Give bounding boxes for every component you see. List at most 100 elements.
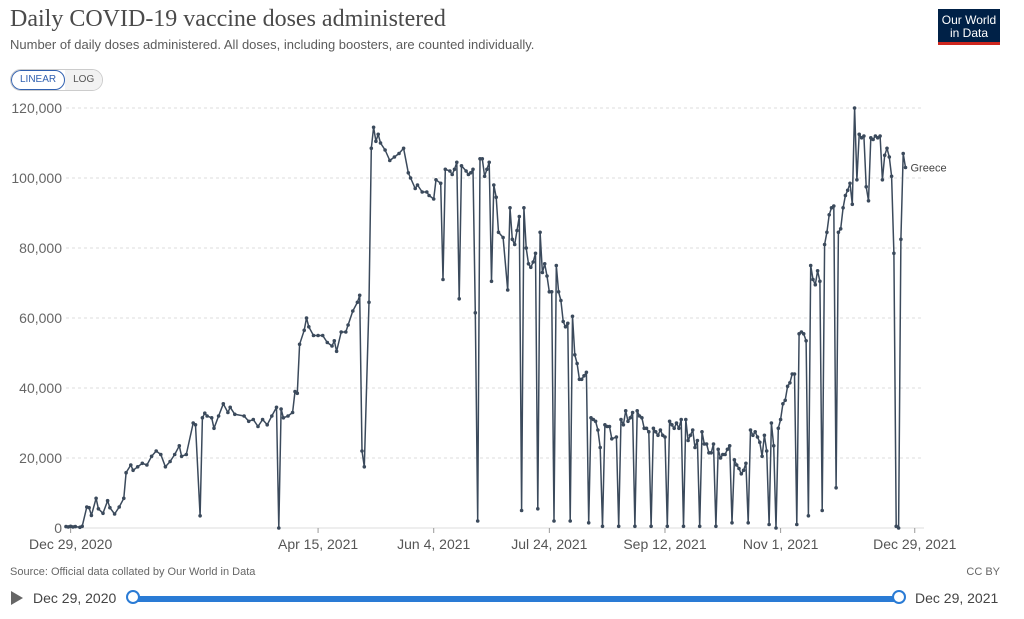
data-point <box>647 430 651 434</box>
owid-logo[interactable]: Our World in Data <box>938 9 1000 45</box>
data-point <box>413 186 418 191</box>
data-point <box>515 228 519 233</box>
data-point <box>753 430 757 434</box>
timeline-end-handle[interactable] <box>892 590 906 604</box>
data-point <box>496 230 501 235</box>
data-point <box>649 524 653 529</box>
data-point <box>600 524 605 529</box>
data-point <box>355 300 360 305</box>
play-icon[interactable] <box>11 591 23 605</box>
data-point <box>221 402 226 406</box>
data-point <box>274 405 279 410</box>
data-point <box>334 349 339 354</box>
data-point <box>159 452 163 457</box>
data-point <box>764 449 769 453</box>
data-point <box>568 519 572 523</box>
data-point <box>459 164 464 168</box>
data-point <box>727 444 732 448</box>
data-point <box>371 125 376 130</box>
data-point <box>286 414 290 418</box>
data-point <box>311 333 316 338</box>
data-point <box>681 524 686 529</box>
data-point <box>850 202 855 207</box>
y-tick-label: 20,000 <box>19 450 62 466</box>
license-link[interactable]: CC BY <box>966 566 1000 578</box>
data-point <box>887 155 892 159</box>
data-point <box>723 452 727 457</box>
y-tick-label: 60,000 <box>19 310 62 326</box>
x-tick-label: Apr 15, 2021 <box>278 536 358 552</box>
data-point <box>198 514 202 518</box>
data-point <box>718 456 723 460</box>
data-point <box>101 511 105 516</box>
series-line-greece <box>65 107 907 529</box>
data-point <box>140 461 145 466</box>
data-point <box>871 137 875 142</box>
data-point <box>542 262 547 266</box>
data-point <box>827 213 831 217</box>
data-point <box>667 419 672 424</box>
data-point <box>700 430 704 434</box>
data-point <box>519 508 524 513</box>
data-point <box>117 505 121 509</box>
data-point <box>838 227 843 231</box>
data-point <box>87 505 91 510</box>
data-point <box>658 428 663 432</box>
data-point <box>751 433 755 438</box>
timeline-start-label: Dec 29, 2020 <box>33 590 117 606</box>
data-point <box>892 251 896 256</box>
data-point <box>351 309 355 313</box>
data-point <box>688 433 693 438</box>
data-point <box>522 206 526 210</box>
data-point <box>818 279 822 284</box>
data-point <box>836 230 841 235</box>
data-point <box>246 419 251 424</box>
data-point <box>848 181 852 186</box>
data-point <box>475 519 480 523</box>
data-point <box>804 339 808 343</box>
data-point <box>441 277 445 282</box>
data-point <box>279 407 283 411</box>
data-point <box>526 262 531 266</box>
data-point <box>376 132 381 137</box>
data-point <box>501 235 505 240</box>
source-note[interactable]: Source: Official data collated by Our Wo… <box>10 566 256 578</box>
data-point <box>672 426 676 431</box>
data-point <box>471 167 475 172</box>
data-point <box>408 176 413 180</box>
data-point <box>452 167 457 172</box>
data-point <box>494 195 499 200</box>
data-point <box>455 160 459 165</box>
data-point <box>866 199 871 203</box>
data-point <box>554 263 559 268</box>
data-point <box>825 230 829 235</box>
data-point <box>457 297 462 301</box>
data-point <box>778 417 783 422</box>
data-point <box>623 409 628 413</box>
data-point <box>792 372 797 376</box>
data-point <box>549 290 554 294</box>
data-point <box>73 524 78 529</box>
log-scale-button[interactable]: LOG <box>65 70 103 90</box>
data-point <box>401 146 406 151</box>
data-point <box>709 451 713 455</box>
linear-scale-button[interactable]: LINEAR <box>11 70 66 90</box>
data-point <box>663 435 667 439</box>
data-point <box>670 423 674 427</box>
data-point <box>815 269 820 273</box>
data-point <box>260 417 265 422</box>
data-point <box>468 171 473 175</box>
data-point <box>593 419 598 424</box>
data-point <box>889 174 894 179</box>
x-tick-label: Jul 24, 2021 <box>511 536 587 552</box>
data-point <box>415 183 420 187</box>
data-point <box>540 270 545 275</box>
data-point <box>529 265 533 270</box>
data-point <box>598 445 602 450</box>
timeline-start-handle[interactable] <box>126 590 140 604</box>
data-point <box>344 330 348 334</box>
x-tick-label: Sep 12, 2021 <box>623 536 707 552</box>
data-point <box>226 410 230 415</box>
data-point <box>233 412 237 417</box>
timeline-track[interactable] <box>133 596 899 602</box>
